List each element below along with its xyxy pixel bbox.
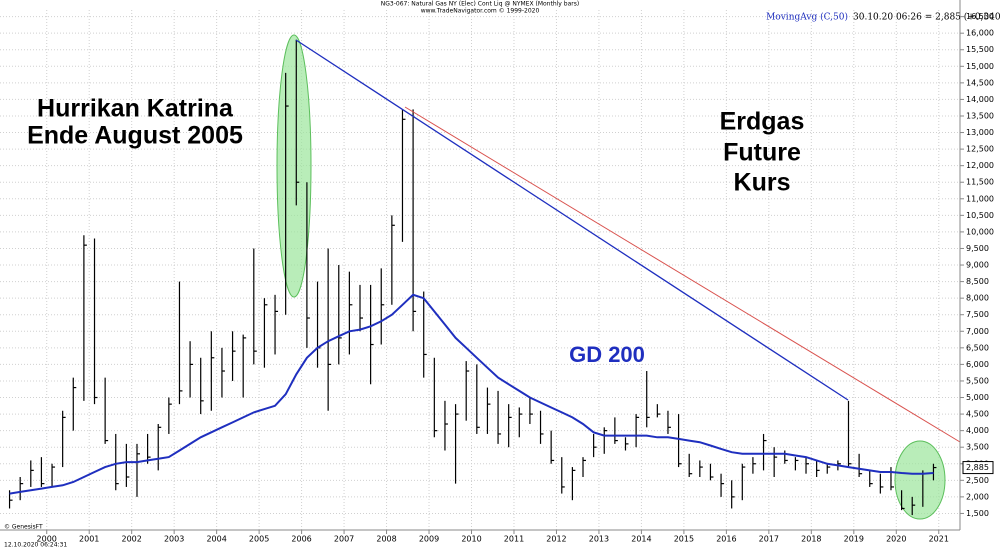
x-tick-label: 2006 (291, 535, 311, 544)
x-tick-label: 2018 (801, 535, 821, 544)
y-tick-label: 5,500 (966, 376, 989, 385)
y-tick-label: 15,500 (966, 45, 994, 54)
x-tick-label: 2012 (546, 535, 566, 544)
last-price-label: 2,885 (966, 463, 989, 472)
y-tick-label: 10,500 (966, 211, 994, 220)
y-tick-label: 16,500 (966, 12, 994, 21)
highlight-ellipse (276, 34, 312, 298)
y-tick-label: 9,000 (966, 261, 989, 270)
y-tick-label: 2,500 (966, 476, 989, 485)
y-tick-label: 1,500 (966, 509, 989, 518)
bars (8, 39, 937, 516)
y-tick-label: 14,000 (966, 95, 994, 104)
y-tick-label: 15,000 (966, 62, 994, 71)
x-tick-label: 2010 (461, 535, 481, 544)
annotation: Ende August 2005 (27, 122, 243, 150)
x-tick-label: 2002 (122, 535, 142, 544)
indicator-name: MovingAvg (C,50) (766, 12, 848, 23)
y-tick-label: 2,000 (966, 492, 989, 501)
x-tick-label: 2000 (37, 535, 57, 544)
chart-subtitle: www.TradeNavigator.com © 1999-2020 (421, 8, 540, 15)
annotation: Future (723, 139, 801, 167)
highlight-ellipse (894, 440, 946, 520)
annotation: Erdgas (720, 108, 805, 136)
indicator-info: 30.10.20 06:26 = 2,885 (+0,340) (853, 12, 1000, 23)
annotation: GD 200 (569, 342, 645, 367)
y-tick-label: 13,000 (966, 128, 994, 137)
y-tick-label: 6,500 (966, 343, 989, 352)
x-tick-label: 2011 (504, 535, 524, 544)
y-tick-label: 5,000 (966, 393, 989, 402)
x-tick-label: 2008 (376, 535, 396, 544)
x-tick-label: 2014 (631, 535, 651, 544)
trend-line (404, 106, 961, 443)
y-tick-label: 8,500 (966, 277, 989, 286)
y-tick-label: 14,500 (966, 78, 994, 87)
y-tick-label: 12,000 (966, 161, 994, 170)
x-tick-label: 2004 (206, 535, 226, 544)
y-tick-label: 11,000 (966, 194, 994, 203)
y-tick-label: 10,000 (966, 227, 994, 236)
y-tick-label: 8,000 (966, 294, 989, 303)
x-tick-label: 2003 (164, 535, 184, 544)
x-tick-label: 2009 (419, 535, 439, 544)
y-tick-label: 16,000 (966, 29, 994, 38)
footer-text: © GenesisFT (4, 524, 43, 531)
y-tick-label: 11,500 (966, 178, 994, 187)
annotation: Kurs (734, 169, 791, 197)
y-tick-label: 3,500 (966, 443, 989, 452)
y-tick-label: 12,500 (966, 145, 994, 154)
x-tick-label: 2019 (844, 535, 864, 544)
annotation: Hurrikan Katrina (37, 95, 234, 123)
x-tick-label: 2015 (674, 535, 694, 544)
y-tick-label: 7,000 (966, 327, 989, 336)
grid (0, 10, 960, 530)
last-price-box (962, 461, 994, 475)
x-tick-label: 2016 (716, 535, 736, 544)
x-tick-label: 2005 (249, 535, 269, 544)
y-tick-label: 9,500 (966, 244, 989, 253)
y-tick-label: 7,500 (966, 310, 989, 319)
y-tick-label: 4,000 (966, 426, 989, 435)
chart-title: NG3-067: Natural Gas NY (Elec) Cont Liq … (381, 1, 579, 8)
x-tick-label: 2021 (929, 535, 949, 544)
y-tick-label: 4,500 (966, 410, 989, 419)
y-tick-label: 13,500 (966, 111, 994, 120)
x-tick-label: 2020 (886, 535, 906, 544)
moving-average-line (9, 293, 934, 495)
footer-text: 12.10.2020 06:24:31 (4, 542, 67, 549)
x-tick-label: 2017 (759, 535, 779, 544)
y-tick-label: 6,000 (966, 360, 989, 369)
trend-line (295, 39, 849, 401)
x-tick-label: 2001 (79, 535, 99, 544)
x-tick-label: 2013 (589, 535, 609, 544)
x-tick-label: 2007 (334, 535, 354, 544)
